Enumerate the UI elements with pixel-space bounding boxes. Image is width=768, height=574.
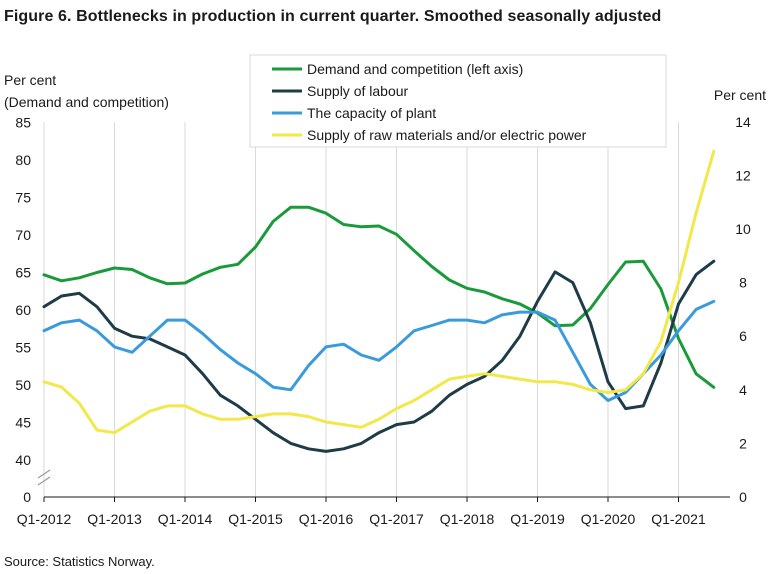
right-tick-label: 14: [735, 114, 751, 130]
right-tick-label: 10: [735, 221, 751, 237]
grid-layer: [43, 122, 679, 497]
left-tick-label: 40: [15, 452, 31, 468]
x-tick-label: Q1-2014: [158, 511, 213, 527]
x-tick-label: Q1-2015: [228, 511, 283, 527]
left-tick-label: 70: [15, 227, 31, 243]
series-line-2: [42, 299, 716, 402]
x-tick-label: Q1-2019: [510, 511, 565, 527]
series-line-3: [42, 149, 716, 435]
left-tick-label: 55: [15, 340, 31, 356]
left-tick-label: 60: [15, 302, 31, 318]
left-axis-label-line2: (Demand and competition): [4, 94, 169, 110]
x-tick-label: Q1-2020: [581, 511, 636, 527]
left-tick-label: 50: [15, 377, 31, 393]
right-tick-label: 4: [739, 382, 747, 398]
chart-title: Figure 6. Bottlenecks in production in c…: [4, 8, 662, 25]
left-tick-label: 85: [15, 115, 31, 131]
legend-label-0: Demand and competition (left axis): [307, 61, 523, 77]
x-tick-label: Q1-2013: [87, 511, 142, 527]
right-tick-label: 8: [739, 275, 747, 291]
right-tick-label: 2: [739, 435, 747, 451]
chart-source: Source: Statistics Norway.: [4, 554, 155, 569]
series-line-1: [42, 259, 716, 453]
legend-label-3: Supply of raw materials and/or electric …: [307, 127, 587, 143]
axis-break-mark: [37, 469, 51, 479]
legend-label-1: Supply of labour: [307, 83, 409, 99]
legend-layer: Demand and competition (left axis) Supply…: [249, 54, 667, 148]
series-layer: [42, 149, 716, 453]
axis-break-mark: [37, 476, 51, 486]
left-tick-label: 75: [15, 190, 31, 206]
series-line-0: [42, 205, 716, 389]
x-tick-label: Q1-2016: [299, 511, 354, 527]
left-tick-label: 45: [15, 415, 31, 431]
x-tick-label: Q1-2018: [440, 511, 495, 527]
right-axis-label: Per cent: [714, 87, 766, 103]
legend-box: [249, 54, 667, 148]
left-tick-label: 80: [15, 152, 31, 168]
x-tick-label: Q1-2012: [17, 511, 72, 527]
left-axis-label-line1: Per cent: [4, 72, 56, 88]
x-tick-label: Q1-2017: [369, 511, 424, 527]
right-tick-label: 12: [735, 167, 751, 183]
left-tick-label: 65: [15, 265, 31, 281]
legend-label-2: The capacity of plant: [307, 105, 436, 121]
axis-layer: Q1-2012 Q1-2013 Q1-2014 Q1-2015 Q1-2016 Q1-20…: [15, 114, 751, 527]
x-tick-label: Q1-2021: [651, 511, 706, 527]
right-tick-label: 0: [739, 489, 747, 505]
right-tick-label: 6: [739, 328, 747, 344]
left-tick-label: 0: [23, 489, 31, 505]
